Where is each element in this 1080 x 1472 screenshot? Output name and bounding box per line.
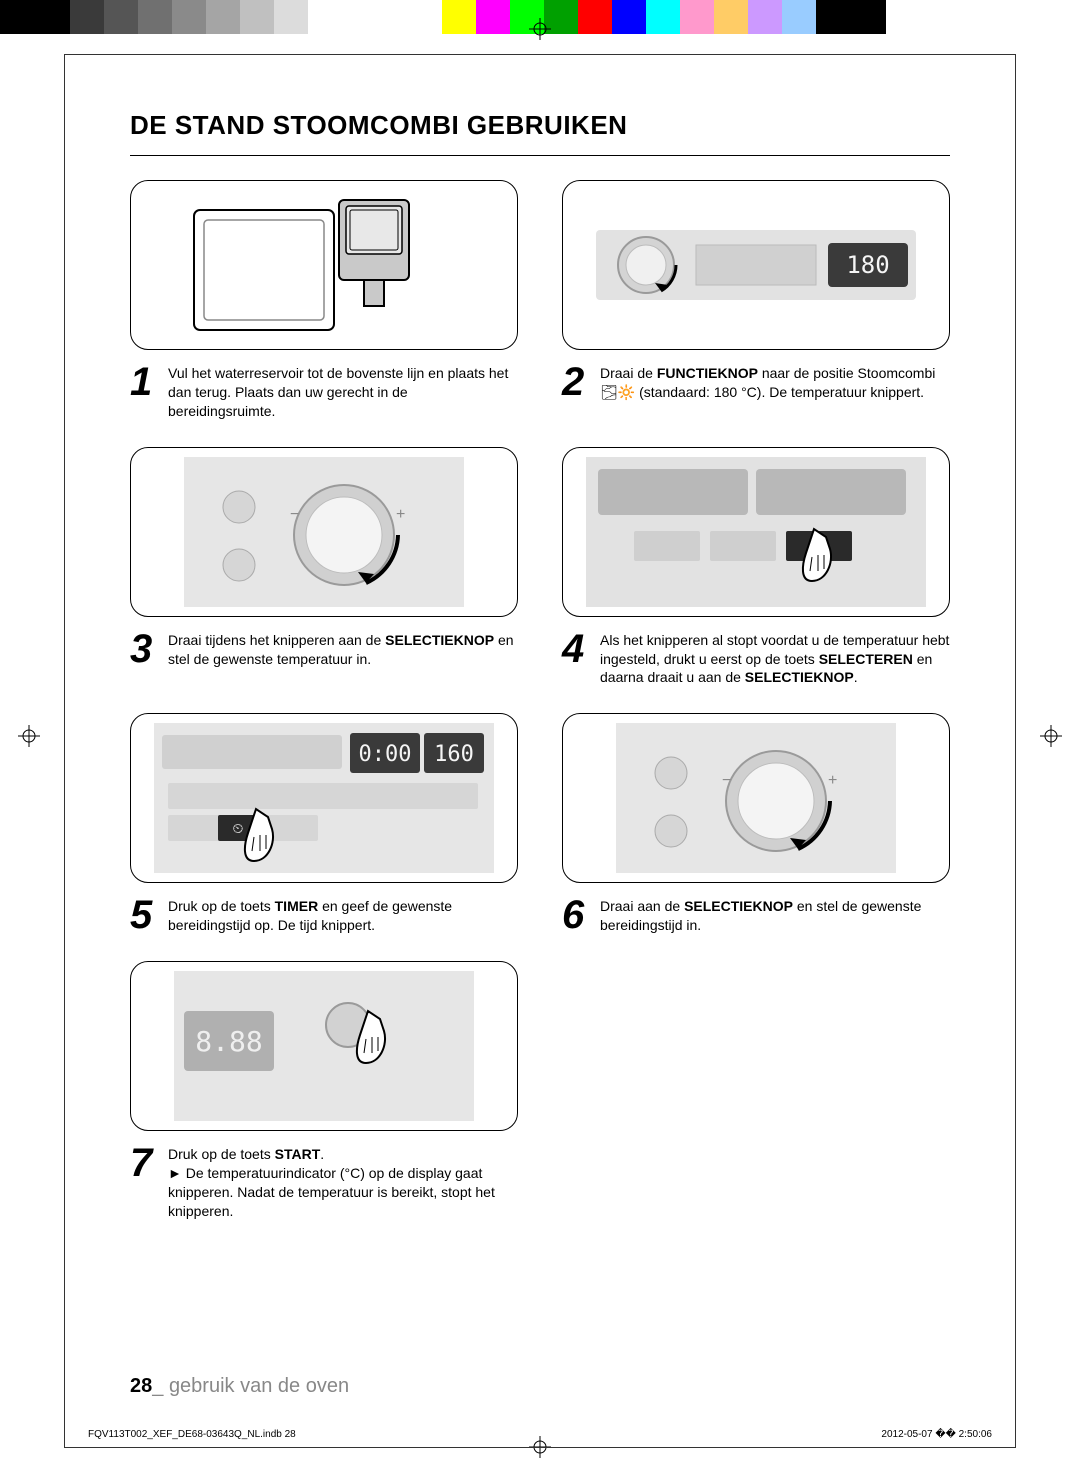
colorbar-swatch	[816, 0, 886, 34]
step-text: Als het knipperen al stopt voordat u de …	[600, 631, 950, 688]
page-content: DE STAND STOOMCOMBI GEBRUIKEN 1 Vul het …	[130, 110, 950, 1402]
print-slug-right: 2012-05-07 �� 2:50:06	[881, 1429, 992, 1440]
colorbar-swatch	[782, 0, 816, 34]
step-4-cell: 4 Als het knipperen al stopt voordat u d…	[562, 447, 950, 688]
step-2-cell: 180 2 Draai de FUNCTIEKNOP naar de posit…	[562, 180, 950, 421]
page-footer: 28_ gebruik van de oven	[130, 1375, 349, 1398]
step-text: Vul het waterreservoir tot de bovenste l…	[168, 364, 518, 421]
step-text: Druk op de toets TIMER en geef de gewens…	[168, 897, 518, 935]
title-rule	[130, 155, 950, 156]
colorbar-swatch	[274, 0, 308, 34]
step-6: 6 Draai aan de SELECTIEKNOP en stel de g…	[562, 897, 950, 935]
colorbar-swatch	[680, 0, 714, 34]
page-title: DE STAND STOOMCOMBI GEBRUIKEN	[130, 110, 950, 141]
colorbar-swatch	[578, 0, 612, 34]
svg-text:⏲: ⏲	[233, 820, 244, 836]
step-number: 2	[562, 362, 590, 402]
registration-mark-icon	[18, 725, 40, 747]
steam-combi-icon: 🌫🔆	[600, 384, 635, 400]
figure-step-4	[562, 447, 950, 617]
figure-step-6: − +	[562, 713, 950, 883]
colorbar-swatch	[612, 0, 646, 34]
colorbar-swatch	[104, 0, 138, 34]
step-5: 5 Druk op de toets TIMER en geef de gewe…	[130, 897, 518, 935]
step-number: 5	[130, 895, 158, 935]
svg-text:8.88: 8.88	[195, 1025, 262, 1058]
colorbar-swatch	[0, 0, 70, 34]
steps-grid: 1 Vul het waterreservoir tot de bovenste…	[130, 180, 950, 1221]
step-text: Draai de FUNCTIEKNOP naar de positie Sto…	[600, 364, 950, 402]
step-number: 7	[130, 1143, 158, 1183]
colorbar-swatch	[476, 0, 510, 34]
figure-step-3: − +	[130, 447, 518, 617]
svg-text:+: +	[396, 506, 405, 523]
figure-step-1	[130, 180, 518, 350]
step-3-cell: − + 3 Draai tijdens het knipperen aan de…	[130, 447, 518, 688]
colorbar-swatch	[138, 0, 172, 34]
step-1-cell: 1 Vul het waterreservoir tot de bovenste…	[130, 180, 518, 421]
step-text: Draai aan de SELECTIEKNOP en stel de gew…	[600, 897, 950, 935]
page-number: 28	[130, 1375, 152, 1397]
step-number: 6	[562, 895, 590, 935]
step-number: 1	[130, 362, 158, 402]
registration-mark-icon	[1040, 725, 1062, 747]
colorbar-swatch	[442, 0, 476, 34]
colorbar-swatch	[748, 0, 782, 34]
step-number: 3	[130, 629, 158, 669]
print-slug-left: FQV113T002_XEF_DE68-03643Q_NL.indb 28	[88, 1429, 296, 1440]
step-7: 7 Druk op de toets START. ► De temperatu…	[130, 1145, 518, 1221]
registration-mark-icon	[529, 18, 551, 40]
svg-text:+: +	[828, 772, 837, 789]
display-temp: 180	[846, 251, 889, 279]
colorbar-swatch	[646, 0, 680, 34]
colorbar-swatch	[240, 0, 274, 34]
colorbar-swatch	[70, 0, 104, 34]
figure-step-7: 8.88	[130, 961, 518, 1131]
step-3: 3 Draai tijdens het knipperen aan de SEL…	[130, 631, 518, 669]
section-name: gebruik van de oven	[169, 1375, 349, 1397]
figure-step-5: 0:00 160 ⏲	[130, 713, 518, 883]
step-7-cell: 8.88 7 Druk op de toets START. ► De temp…	[130, 961, 518, 1221]
step-number: 4	[562, 629, 590, 669]
step-5-cell: 0:00 160 ⏲ 5	[130, 713, 518, 935]
svg-text:0:00: 0:00	[359, 742, 412, 767]
svg-text:160: 160	[434, 742, 474, 767]
colorbar-swatch	[206, 0, 240, 34]
figure-step-2: 180	[562, 180, 950, 350]
svg-text:−: −	[290, 506, 299, 523]
colorbar-swatch	[342, 0, 442, 34]
step-2: 2 Draai de FUNCTIEKNOP naar de positie S…	[562, 364, 950, 402]
step-1: 1 Vul het waterreservoir tot de bovenste…	[130, 364, 518, 421]
colorbar-swatch	[714, 0, 748, 34]
colorbar-swatch	[172, 0, 206, 34]
step-text: Draai tijdens het knipperen aan de SELEC…	[168, 631, 518, 669]
step-4: 4 Als het knipperen al stopt voordat u d…	[562, 631, 950, 688]
step-text: Druk op de toets START. ► De temperatuur…	[168, 1145, 518, 1221]
colorbar-swatch	[308, 0, 342, 34]
svg-text:−: −	[722, 772, 731, 789]
step-6-cell: − + 6 Draai aan de SELECTIEKNOP en stel …	[562, 713, 950, 935]
